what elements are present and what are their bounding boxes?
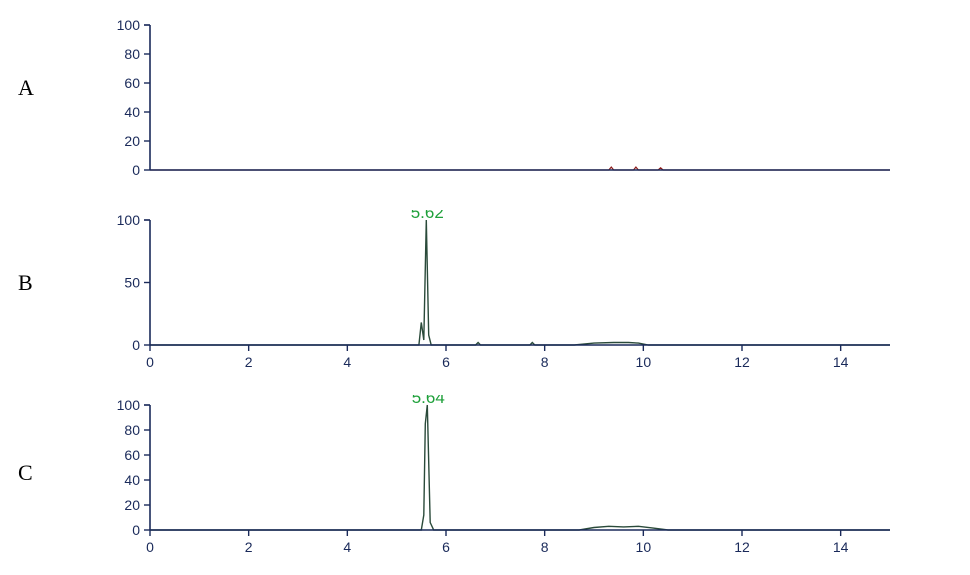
y-tick-label: 0 <box>132 162 140 178</box>
panel-label-c: C <box>18 460 33 486</box>
y-tick-label: 20 <box>124 497 140 513</box>
x-tick-label: 0 <box>146 354 154 370</box>
peak-label: 5.64 <box>412 395 445 407</box>
x-tick-label: 12 <box>734 354 750 370</box>
trace-line <box>150 220 890 345</box>
x-tick-label: 0 <box>146 539 154 555</box>
y-tick-label: 100 <box>117 397 141 413</box>
x-tick-label: 4 <box>343 539 351 555</box>
x-tick-label: 14 <box>833 354 849 370</box>
trace-line <box>150 405 890 530</box>
y-tick-label: 100 <box>117 17 141 33</box>
x-tick-label: 4 <box>343 354 351 370</box>
x-tick-label: 8 <box>541 539 549 555</box>
panel-label-b: B <box>18 270 33 296</box>
y-tick-label: 20 <box>124 133 140 149</box>
peak-label: 5.62 <box>411 210 444 222</box>
y-tick-label: 80 <box>124 46 140 62</box>
y-tick-label: 40 <box>124 472 140 488</box>
x-tick-label: 12 <box>734 539 750 555</box>
x-tick-label: 10 <box>636 354 652 370</box>
chromatogram-a: 0 20 40 60 80 100 <box>100 15 910 180</box>
x-tick-label: 10 <box>636 539 652 555</box>
y-tick-label: 0 <box>132 337 140 353</box>
x-tick-label: 14 <box>833 539 849 555</box>
x-tick-label: 6 <box>442 539 450 555</box>
y-tick-label: 60 <box>124 447 140 463</box>
x-tick-label: 2 <box>245 354 253 370</box>
y-tick-label: 60 <box>124 75 140 91</box>
x-tick-label: 8 <box>541 354 549 370</box>
y-tick-label: 50 <box>124 275 140 291</box>
chromatogram-c: 0 20 40 60 80 100 0 2 4 6 8 10 12 14 5.64 <box>100 395 910 570</box>
y-tick-label: 80 <box>124 422 140 438</box>
y-tick-label: 0 <box>132 522 140 538</box>
y-tick-label: 100 <box>117 212 141 228</box>
y-tick-label: 40 <box>124 104 140 120</box>
x-tick-label: 2 <box>245 539 253 555</box>
chromatogram-b: 0 50 100 0 2 4 6 8 10 12 14 5.62 <box>100 210 910 385</box>
panel-label-a: A <box>18 75 34 101</box>
x-tick-label: 6 <box>442 354 450 370</box>
